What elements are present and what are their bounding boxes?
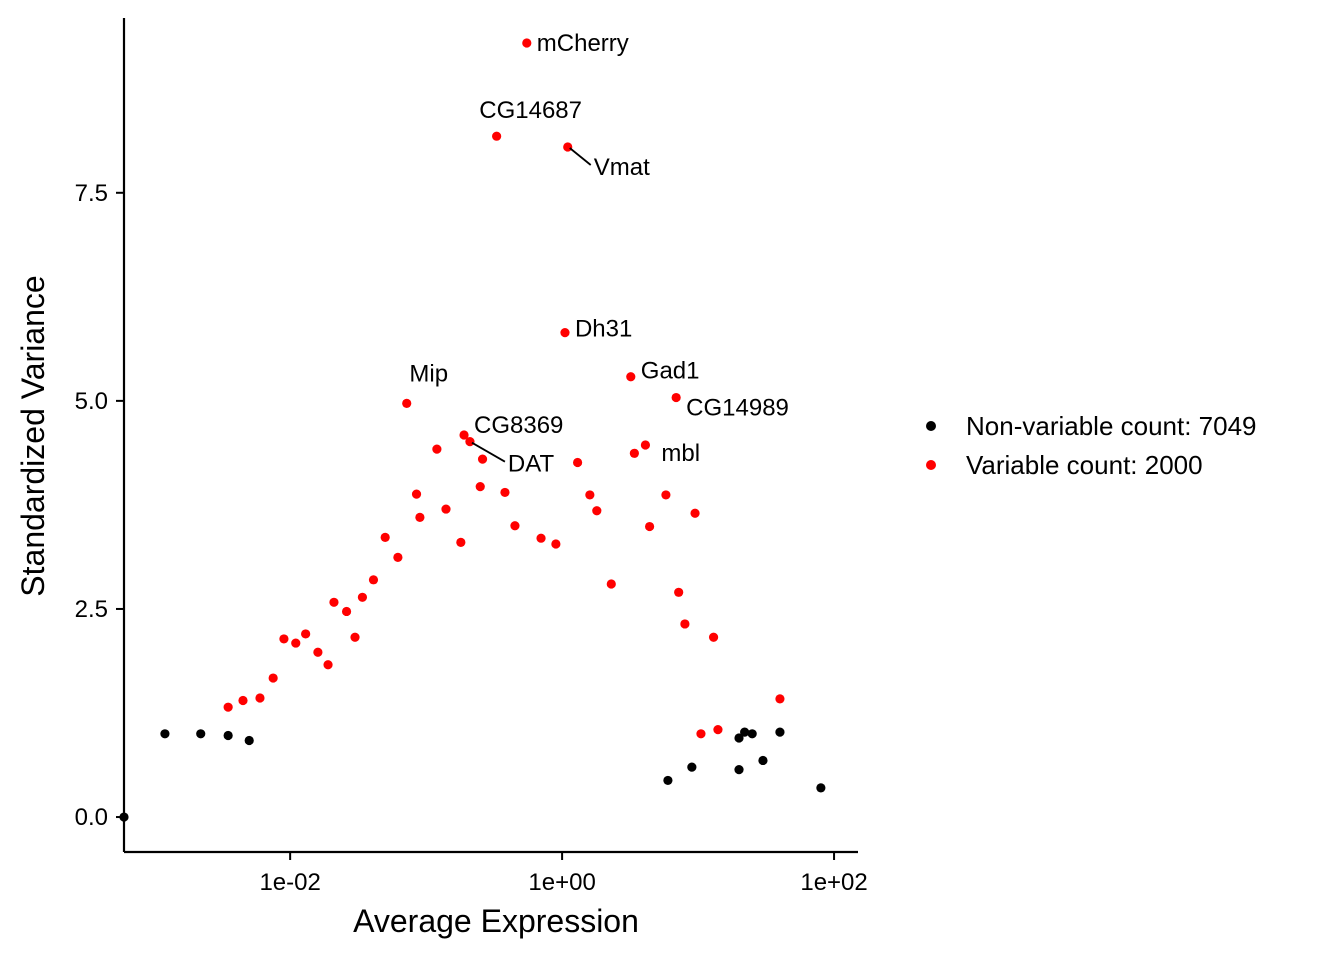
variable-gene-point bbox=[640, 440, 651, 450]
y-ticks: 0.0 2.5 5.0 7.5 bbox=[75, 180, 124, 831]
gene-label-leader bbox=[471, 441, 506, 463]
y-axis-title: Standardized Variance bbox=[15, 275, 51, 596]
variable-gene-point bbox=[708, 632, 719, 642]
gene-label-leader bbox=[569, 147, 592, 166]
y-tick-label: 7.5 bbox=[75, 180, 108, 207]
variable-gene-point bbox=[368, 575, 379, 585]
y-tick-label: 0.0 bbox=[75, 804, 108, 831]
variable-gene-point bbox=[661, 490, 671, 500]
variable-gene-point bbox=[626, 372, 636, 382]
variable-gene-point bbox=[563, 142, 573, 152]
gene-label: CG14989 bbox=[686, 395, 789, 422]
variable-gene-point bbox=[585, 490, 595, 500]
variable-gene-point bbox=[393, 552, 403, 562]
variable-gene-point bbox=[671, 392, 681, 403]
variable-gene-point bbox=[456, 537, 466, 547]
variable-gene-point bbox=[522, 38, 532, 48]
legend: Non-variable count: 7049 Variable count:… bbox=[926, 411, 1257, 480]
non-variable-gene-point bbox=[687, 762, 697, 772]
variable-gene-point bbox=[572, 457, 583, 468]
x-ticks: 1e-02 1e+00 1e+02 bbox=[259, 852, 868, 896]
variable-gene-point bbox=[475, 482, 485, 492]
variable-gene-point bbox=[592, 506, 602, 516]
variable-gene-point bbox=[301, 629, 311, 639]
gene-label: Dh31 bbox=[575, 316, 632, 343]
variable-gene-point bbox=[223, 702, 233, 712]
variable-gene-point bbox=[674, 587, 684, 597]
y-tick-label: 5.0 bbox=[75, 388, 108, 415]
variable-gene-point bbox=[629, 448, 639, 458]
variable-gene-point bbox=[255, 693, 265, 703]
x-tick-label: 1e+00 bbox=[528, 869, 595, 896]
variable-gene-point bbox=[415, 512, 425, 523]
variable-gene-point bbox=[432, 444, 442, 454]
variable-gene-point bbox=[341, 606, 352, 617]
non-variable-gene-point bbox=[740, 727, 750, 737]
non-variable-gene-point bbox=[244, 735, 254, 746]
non-variable-gene-point bbox=[734, 733, 744, 743]
variable-gene-point bbox=[477, 454, 488, 464]
variable-gene-point bbox=[500, 487, 510, 498]
points-layer bbox=[119, 38, 826, 822]
variable-gene-point bbox=[329, 597, 339, 607]
non-variable-gene-point bbox=[734, 764, 744, 775]
variable-gene-point bbox=[268, 673, 278, 683]
non-variable-gene-point bbox=[747, 729, 757, 739]
legend-label-variable: Variable count: 2000 bbox=[966, 450, 1203, 480]
gene-label: Mip bbox=[409, 360, 448, 387]
non-variable-gene-point bbox=[223, 730, 233, 741]
x-tick-label: 1e-02 bbox=[259, 869, 320, 896]
non-variable-gene-point bbox=[196, 729, 206, 739]
variable-gene-point bbox=[465, 437, 475, 447]
legend-label-non-variable: Non-variable count: 7049 bbox=[966, 411, 1257, 441]
variable-gene-point bbox=[357, 592, 368, 602]
variable-gene-point bbox=[606, 579, 616, 589]
non-variable-gene-point bbox=[775, 727, 785, 737]
legend-swatch-non-variable bbox=[926, 421, 936, 431]
variable-gene-point bbox=[291, 638, 301, 648]
variable-gene-point bbox=[560, 328, 570, 338]
gene-label: mCherry bbox=[537, 30, 629, 57]
variable-gene-point bbox=[323, 660, 333, 670]
gene-label: CG8369 bbox=[474, 412, 563, 439]
variable-gene-point bbox=[350, 632, 360, 642]
variable-gene-point bbox=[459, 430, 469, 440]
variable-gene-point bbox=[775, 694, 785, 704]
variable-gene-point bbox=[402, 398, 412, 408]
label-leader-lines bbox=[471, 147, 592, 463]
gene-label: DAT bbox=[508, 451, 555, 478]
variable-gene-point bbox=[536, 533, 546, 543]
variable-gene-point bbox=[644, 521, 655, 532]
variable-gene-point bbox=[441, 504, 451, 514]
x-axis-title: Average Expression bbox=[353, 903, 639, 939]
variable-gene-point bbox=[238, 695, 248, 706]
gene-labels-layer: mCherry CG14687 Vmat Dh31 Gad1 CG14989 Mip CG83… bbox=[409, 30, 789, 478]
gene-label: mbl bbox=[661, 440, 700, 467]
variable-gene-point bbox=[696, 729, 706, 739]
non-variable-gene-point bbox=[663, 775, 673, 786]
gene-label: Gad1 bbox=[641, 358, 700, 385]
variable-gene-point bbox=[411, 489, 422, 499]
variable-gene-point bbox=[551, 539, 561, 549]
variable-gene-point bbox=[313, 647, 323, 657]
gene-label: CG14687 bbox=[479, 97, 582, 124]
variable-gene-point bbox=[380, 532, 390, 542]
variable-gene-point bbox=[279, 634, 289, 644]
variable-gene-point bbox=[713, 725, 723, 735]
legend-swatch-variable bbox=[926, 460, 936, 470]
non-variable-gene-point bbox=[758, 755, 768, 766]
non-variable-gene-point bbox=[816, 783, 826, 793]
non-variable-gene-point bbox=[160, 729, 170, 739]
variable-gene-point bbox=[510, 521, 520, 531]
variable-gene-point bbox=[492, 131, 502, 141]
gene-label: Vmat bbox=[594, 154, 650, 181]
x-tick-label: 1e+02 bbox=[800, 869, 867, 896]
y-tick-label: 2.5 bbox=[75, 596, 108, 623]
variable-gene-point bbox=[680, 619, 690, 629]
variable-gene-point bbox=[690, 508, 700, 518]
